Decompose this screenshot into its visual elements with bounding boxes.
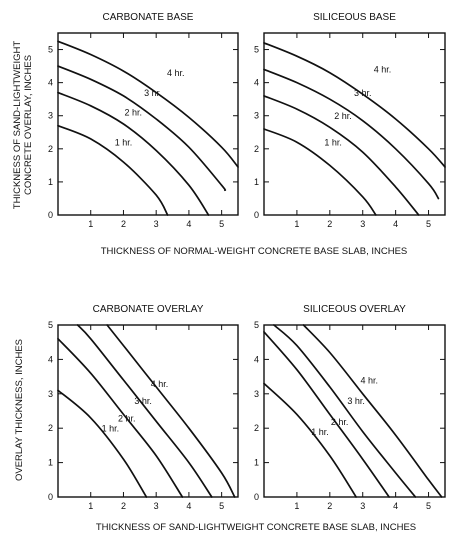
curve-label: 4 hr. xyxy=(167,68,185,78)
x-tick-label: 3 xyxy=(360,501,365,511)
y-tick-label: 0 xyxy=(254,210,259,220)
x-tick-label: 5 xyxy=(426,219,431,229)
x-tick-label: 2 xyxy=(121,219,126,229)
plot-frame xyxy=(263,32,446,216)
panel-title: SILICEOUS OVERLAY xyxy=(303,304,406,315)
curve-label: 1 hr. xyxy=(102,424,120,434)
curve-label: 2 hr. xyxy=(118,413,136,423)
curve-line xyxy=(57,124,169,216)
y-tick-label: 2 xyxy=(48,423,53,433)
plot-frame xyxy=(57,32,239,216)
curve-line xyxy=(302,324,443,498)
curve-label: 3 hr. xyxy=(354,88,372,98)
curve-line xyxy=(263,68,440,200)
bottom-y-axis-label: OVERLAY THICKNESS, INCHES xyxy=(14,339,25,481)
curve-line xyxy=(263,331,390,498)
x-tick-label: 4 xyxy=(186,219,191,229)
curve-line xyxy=(263,95,420,216)
x-tick-label: 3 xyxy=(360,219,365,229)
y-tick-label: 1 xyxy=(48,458,53,468)
plot-frame xyxy=(57,324,239,498)
y-tick-label: 4 xyxy=(48,354,53,364)
curve-label: 1 hr. xyxy=(324,138,342,148)
x-tick-label: 5 xyxy=(219,219,224,229)
x-tick-label: 3 xyxy=(154,501,159,511)
bottom-x-axis-label: THICKNESS OF SAND-LIGHTWEIGHT CONCRETE B… xyxy=(96,522,416,533)
y-tick-label: 2 xyxy=(48,144,53,154)
curve-label: 2 hr. xyxy=(334,111,352,121)
y-tick-label: 0 xyxy=(254,492,259,502)
y-tick-label: 5 xyxy=(48,320,53,330)
curve-line xyxy=(76,324,213,498)
curve-line xyxy=(57,40,239,168)
y-tick-label: 1 xyxy=(254,458,259,468)
x-tick-label: 4 xyxy=(186,501,191,511)
y-tick-label: 4 xyxy=(254,354,259,364)
curve-label: 3 hr. xyxy=(144,88,162,98)
curve-label: 4 hr. xyxy=(151,379,169,389)
y-tick-label: 4 xyxy=(254,78,259,88)
curve-line xyxy=(263,128,377,216)
y-tick-label: 4 xyxy=(48,78,53,88)
curve-line xyxy=(57,65,227,192)
chart-panel: SILICEOUS BASE 1 2 3 4 5 0 1 2 3 4 5 1 hr. 2 hr. 3 hr.… xyxy=(254,12,446,229)
panel-title: CARBONATE OVERLAY xyxy=(93,304,204,315)
x-tick-label: 1 xyxy=(88,219,93,229)
curve-label: 3 hr. xyxy=(347,396,365,406)
y-tick-label: 3 xyxy=(254,389,259,399)
y-tick-label: 1 xyxy=(48,177,53,187)
x-tick-label: 4 xyxy=(393,501,398,511)
plot-frame xyxy=(263,324,446,498)
chart-panel: SILICEOUS OVERLAY 1 2 3 4 5 0 1 2 3 4 5 1 hr.2 hr. 3 … xyxy=(254,304,446,511)
curve-label: 1 hr. xyxy=(115,138,133,148)
x-tick-label: 2 xyxy=(327,219,332,229)
y-tick-label: 0 xyxy=(48,210,53,220)
x-tick-label: 5 xyxy=(219,501,224,511)
curve-label: 4 hr. xyxy=(361,375,379,385)
x-tick-label: 1 xyxy=(294,219,299,229)
x-tick-label: 1 xyxy=(88,501,93,511)
y-tick-label: 5 xyxy=(254,320,259,330)
curve-line xyxy=(273,324,417,498)
panel-title: CARBONATE BASE xyxy=(103,12,194,23)
chart-panel: CARBONATE OVERLAY 1 2 3 4 5 0 1 2 3 4 5 1 hr.2 hr. 3 … xyxy=(48,304,239,511)
x-tick-label: 4 xyxy=(393,219,398,229)
y-tick-label: 3 xyxy=(48,111,53,121)
y-tick-label: 5 xyxy=(48,45,53,55)
y-tick-label: 3 xyxy=(48,389,53,399)
curve-label: 3 hr. xyxy=(134,396,152,406)
top-y-axis-label-line2: CONCRETE OVERLAY, INCHES xyxy=(23,55,34,195)
curve-line xyxy=(263,42,446,168)
curve-line xyxy=(263,382,357,498)
x-tick-label: 3 xyxy=(154,219,159,229)
curve-label: 2 hr. xyxy=(331,417,349,427)
curve-line xyxy=(106,324,236,498)
y-tick-label: 0 xyxy=(48,492,53,502)
y-tick-label: 5 xyxy=(254,45,259,55)
x-tick-label: 5 xyxy=(426,501,431,511)
chart-panel: CARBONATE BASE 1 2 3 4 5 0 1 2 3 4 5 1 hr. 2 hr.3 hr.… xyxy=(48,12,239,229)
y-tick-label: 2 xyxy=(254,423,259,433)
panel-title: SILICEOUS BASE xyxy=(313,12,396,23)
curve-line xyxy=(57,389,148,498)
curve-label: 2 hr. xyxy=(125,108,143,118)
y-tick-label: 1 xyxy=(254,177,259,187)
curve-label: 4 hr. xyxy=(374,65,392,75)
top-y-axis-label-line1: THICKNESS OF SAND-LIGHTWEIGHT xyxy=(12,41,23,210)
y-tick-label: 2 xyxy=(254,144,259,154)
y-tick-label: 3 xyxy=(254,111,259,121)
curve-line xyxy=(57,337,184,498)
x-tick-label: 2 xyxy=(327,501,332,511)
x-tick-label: 1 xyxy=(294,501,299,511)
top-x-axis-label: THICKNESS OF NORMAL-WEIGHT CONCRETE BASE… xyxy=(101,246,408,257)
x-tick-label: 2 xyxy=(121,501,126,511)
curve-label: 1 hr. xyxy=(311,427,329,437)
curve-line xyxy=(57,91,210,216)
